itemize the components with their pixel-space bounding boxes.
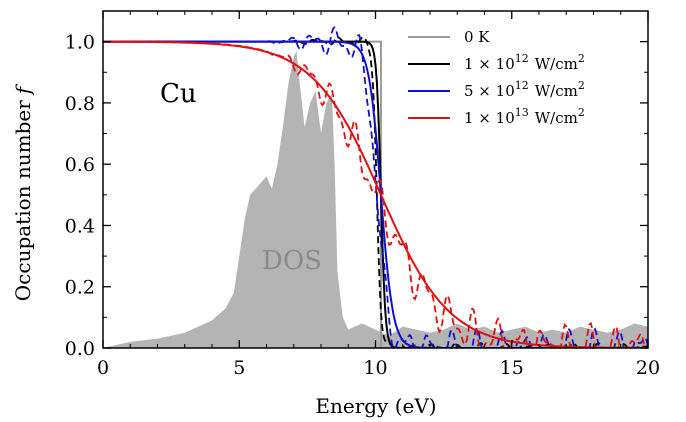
y-tick-label: 0.4 — [65, 215, 95, 237]
y-axis-title: Occupation number f — [11, 83, 35, 301]
legend-label: 0 K — [464, 28, 490, 46]
x-tick-label: 5 — [233, 357, 245, 379]
legend-label: 5 × 1012 W/cm2 — [464, 79, 585, 100]
plot-area — [103, 28, 648, 349]
x-tick-label: 10 — [363, 357, 387, 379]
x-tick-label: 0 — [97, 357, 109, 379]
y-axis-title-symbol: f — [11, 83, 35, 96]
y-tick-label: 0.8 — [65, 93, 95, 115]
material-label: Cu — [160, 79, 197, 109]
legend: 0 K 1 × 1012 W/cm2 5 × 1012 W/cm2 1 × 1013 W/c… — [408, 28, 585, 127]
y-axis-title-text: Occupation number — [11, 100, 35, 301]
y-tick-label: 0.2 — [65, 277, 95, 299]
legend-label: 1 × 1012 W/cm2 — [464, 52, 585, 73]
y-tick-label: 0.6 — [65, 154, 95, 176]
y-tick-label: 0.0 — [65, 338, 95, 360]
x-axis-title: Energy (eV) — [315, 394, 436, 418]
dos-label: DOS — [262, 246, 322, 276]
legend-label: 1 × 1013 W/cm2 — [464, 106, 585, 127]
plot-content — [103, 28, 648, 349]
x-tick-label: 15 — [500, 357, 524, 379]
x-tick-label: 20 — [636, 357, 660, 379]
y-tick-label: 1.0 — [65, 32, 95, 54]
